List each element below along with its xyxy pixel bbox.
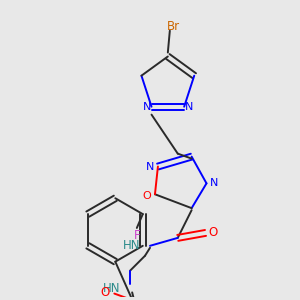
Text: HN: HN: [123, 239, 140, 252]
Text: N: N: [142, 102, 151, 112]
Text: N: N: [146, 161, 154, 172]
Text: Br: Br: [167, 20, 180, 33]
Text: O: O: [209, 226, 218, 239]
Text: N: N: [210, 178, 219, 188]
Text: O: O: [143, 191, 152, 201]
Text: HN: HN: [103, 282, 120, 295]
Text: N: N: [185, 102, 193, 112]
Text: F: F: [134, 230, 140, 242]
Text: O: O: [101, 286, 110, 299]
